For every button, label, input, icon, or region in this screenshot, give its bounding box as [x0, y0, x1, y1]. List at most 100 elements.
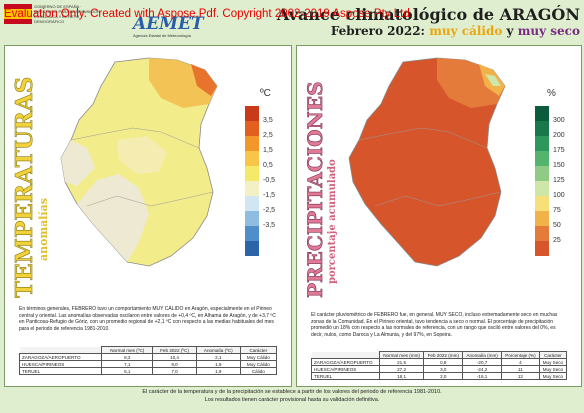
legend-swatch: [245, 196, 259, 211]
precipitation-legend-title: %: [547, 88, 556, 99]
legend-swatch: [535, 226, 549, 241]
temperature-subtitle: anomalías: [37, 198, 50, 261]
precipitation-table: Normal mes (mm) Feb 2022 (mm) Anomalía (mm…: [311, 351, 568, 380]
table-header-cell: Carácter: [538, 351, 568, 359]
table-header-cell: [19, 346, 102, 354]
table-header-cell: Anomalía (ºC): [195, 346, 241, 354]
legend-swatch: [245, 136, 259, 151]
legend-label: 75: [553, 207, 561, 214]
legend-label: 175: [553, 147, 565, 154]
temperature-description: En términos generales, FEBRERO tuvo un c…: [19, 306, 276, 332]
table-cell: 10,4: [152, 353, 197, 361]
legend-label: -2,5: [263, 207, 276, 214]
legend-swatch: [245, 106, 259, 121]
legend-swatch: [535, 211, 549, 226]
footer-line-2: Los resultados tienen carácter provision…: [204, 397, 380, 403]
legend-label: 50: [553, 222, 561, 229]
legend-swatch: [535, 136, 549, 151]
table-cell: ZARAGOZA/AEROPUERTO: [311, 358, 380, 366]
legend-swatch: [535, 181, 549, 196]
table-row: ZARAGOZA/AEROPUERTO 21,5 0,8 -20,7 4 Muy Seco: [311, 358, 568, 366]
subtitle-warm: muy cálido: [429, 24, 503, 38]
footer-line-1: El carácter de la temperatura y de la pr…: [142, 389, 442, 395]
table-cell: 1,9: [195, 367, 241, 375]
temperature-legend-title: ºC: [260, 88, 271, 99]
table-header-cell: Normal mes (ºC): [101, 346, 154, 354]
legend-label: 200: [553, 132, 565, 139]
table-cell: Muy Seco: [538, 372, 568, 380]
legend-swatch: [535, 166, 549, 181]
table-cell: 12: [501, 372, 540, 380]
temperature-title: TEMPERATURAS: [11, 76, 39, 298]
subtitle-and: y: [506, 24, 514, 38]
legend-swatch: [245, 211, 259, 226]
table-cell: Muy Seco: [538, 365, 568, 373]
table-cell: 5,1: [101, 367, 154, 375]
table-cell: 7,0: [152, 367, 197, 375]
legend-label: -1,5: [263, 192, 276, 199]
table-cell: HUESCA/PIRINEOS: [311, 365, 380, 373]
table-header-cell: [311, 351, 380, 359]
table-cell: Cálido: [239, 367, 278, 375]
report-subtitle: Febrero 2022: muy cálido y muy seco: [205, 24, 580, 38]
table-cell: 0,8: [423, 358, 464, 366]
temperature-panel: TEMPERATURAS anomalías ºC 3,5 2,5 1,5 0,5 -0…: [4, 45, 292, 387]
legend-swatch: [245, 241, 259, 256]
table-cell: 21,5: [378, 358, 425, 366]
temperature-anomaly-map: [60, 57, 218, 267]
table-row: TERUEL 5,1 7,0 1,9 Cálido: [18, 367, 278, 375]
table-cell: -20,7: [462, 358, 503, 366]
table-header-row: Normal mes (ºC) Feb 2022 (ºC) Anomalía (ºC…: [19, 346, 278, 354]
table-header-cell: Normal mes (mm): [378, 351, 425, 359]
legend-label: -3,5: [263, 222, 276, 229]
spain-flag-logo: [4, 4, 32, 24]
table-cell: 9,0: [152, 360, 197, 368]
table-cell: 2,0: [423, 372, 464, 380]
table-cell: 7,1: [101, 360, 154, 368]
table-header-cell: Feb 2022 (ºC): [152, 346, 197, 354]
table-cell: 8,3: [101, 353, 154, 361]
table-cell: Muy Seco: [538, 358, 568, 366]
legend-label: 100: [553, 192, 565, 199]
legend-swatch: [535, 241, 549, 256]
table-cell: TERUEL: [311, 372, 380, 380]
legend-swatch: [245, 166, 259, 181]
precipitation-legend-colorbar: [535, 106, 549, 256]
table-cell: HUESCA/PIRINEOS: [18, 360, 103, 368]
subtitle-dry: muy seco: [517, 24, 580, 38]
legend-swatch: [245, 151, 259, 166]
temperature-table: Normal mes (ºC) Feb 2022 (ºC) Anomalía (ºC…: [18, 346, 278, 375]
table-cell: 2,1: [195, 353, 241, 361]
legend-swatch: [535, 196, 549, 211]
legend-label: 300: [553, 117, 565, 124]
legend-label: 1,5: [263, 147, 273, 154]
legend-label: 125: [553, 177, 565, 184]
table-cell: TERUEL: [18, 367, 103, 375]
precipitation-subtitle: porcentaje acumulado: [327, 159, 338, 284]
legend-swatch: [245, 181, 259, 196]
report-header: GOBIERNO DE ESPAÑA · MINISTERIO PARA LA …: [0, 0, 584, 44]
legend-label: 0,5: [263, 162, 273, 169]
table-header-cell: Feb 2022 (mm): [423, 351, 464, 359]
table-cell: 11: [501, 365, 540, 373]
table-cell: Muy Cálido: [239, 360, 278, 368]
table-row: HUESCA/PIRINEOS 27,2 3,0 -24,2 11 Muy Seco: [311, 365, 568, 373]
table-header-cell: Porcentaje (%): [501, 351, 540, 359]
legend-label: 150: [553, 162, 565, 169]
table-cell: 18,1: [378, 372, 425, 380]
table-cell: 3,0: [423, 365, 464, 373]
evaluation-watermark: Evaluation Only. Created with Aspose.Pdf…: [4, 8, 413, 20]
legend-label: 25: [553, 237, 561, 244]
legend-swatch: [535, 106, 549, 121]
agency-name: Agencia Estatal de Meteorología: [133, 33, 191, 38]
precipitation-title: PRECIPITACIONES: [303, 81, 328, 298]
ministry-text: GOBIERNO DE ESPAÑA · MINISTERIO PARA LA …: [34, 4, 101, 24]
table-cell: -24,2: [462, 365, 503, 373]
table-row: HUESCA/PIRINEOS 7,1 9,0 1,9 Muy Cálido: [18, 360, 278, 368]
legend-label: -0,5: [263, 177, 276, 184]
table-header-row: Normal mes (mm) Feb 2022 (mm) Anomalía (mm…: [311, 351, 568, 359]
table-cell: ZARAGOZA/AEROPUERTO: [18, 353, 103, 361]
report-footer: El carácter de la temperatura y de la pr…: [0, 388, 584, 413]
precipitation-description: El carácter pluviométrico de FEBRERO fue…: [311, 312, 558, 338]
legend-swatch: [535, 121, 549, 136]
